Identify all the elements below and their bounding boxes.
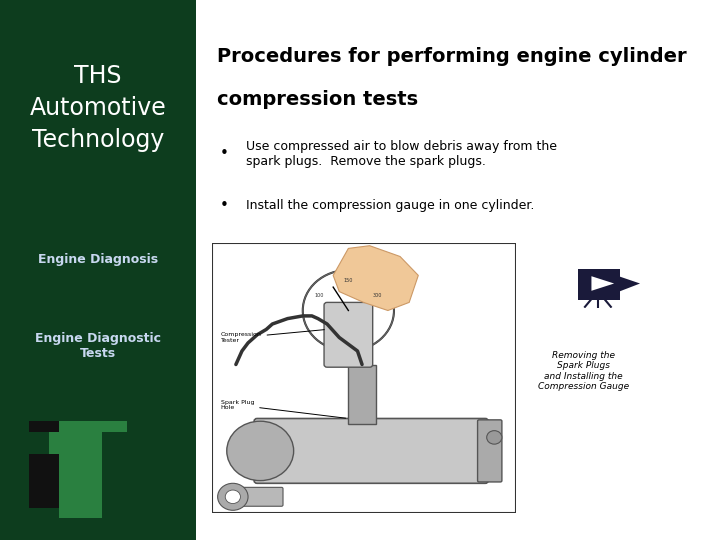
FancyBboxPatch shape (254, 418, 488, 483)
Text: 300: 300 (373, 293, 382, 298)
Text: Install the compression gauge in one cylinder.: Install the compression gauge in one cyl… (246, 199, 534, 212)
FancyBboxPatch shape (577, 269, 620, 300)
Text: Removing the
Spark Plugs
and Installing the
Compression Gauge: Removing the Spark Plugs and Installing … (538, 351, 629, 391)
Text: 100: 100 (315, 293, 324, 298)
Circle shape (487, 431, 502, 444)
Polygon shape (618, 276, 640, 292)
Text: •: • (220, 146, 228, 161)
Circle shape (225, 490, 240, 503)
FancyBboxPatch shape (348, 364, 376, 424)
Polygon shape (333, 246, 418, 310)
Text: Spark Plug
Hole: Spark Plug Hole (221, 400, 346, 418)
FancyBboxPatch shape (212, 243, 516, 513)
Circle shape (303, 270, 394, 351)
Text: Procedures for performing engine cylinder: Procedures for performing engine cylinde… (217, 47, 686, 66)
Text: compression tests: compression tests (217, 90, 418, 110)
Text: 150: 150 (343, 278, 353, 284)
Text: Use compressed air to blow debris away from the
spark plugs.  Remove the spark p: Use compressed air to blow debris away f… (246, 140, 557, 168)
Text: Compression
Tester: Compression Tester (221, 329, 324, 343)
Circle shape (227, 421, 294, 481)
FancyBboxPatch shape (324, 302, 373, 367)
Polygon shape (49, 421, 127, 518)
Text: THS
Automotive
Technology: THS Automotive Technology (30, 64, 166, 152)
Circle shape (217, 483, 248, 510)
Text: Engine Diagnosis: Engine Diagnosis (38, 253, 158, 266)
Polygon shape (591, 276, 614, 291)
Polygon shape (30, 421, 98, 508)
FancyBboxPatch shape (477, 420, 502, 482)
Text: •: • (220, 198, 228, 213)
FancyBboxPatch shape (225, 487, 283, 507)
Text: Engine Diagnostic
Tests: Engine Diagnostic Tests (35, 332, 161, 360)
FancyBboxPatch shape (0, 0, 196, 540)
